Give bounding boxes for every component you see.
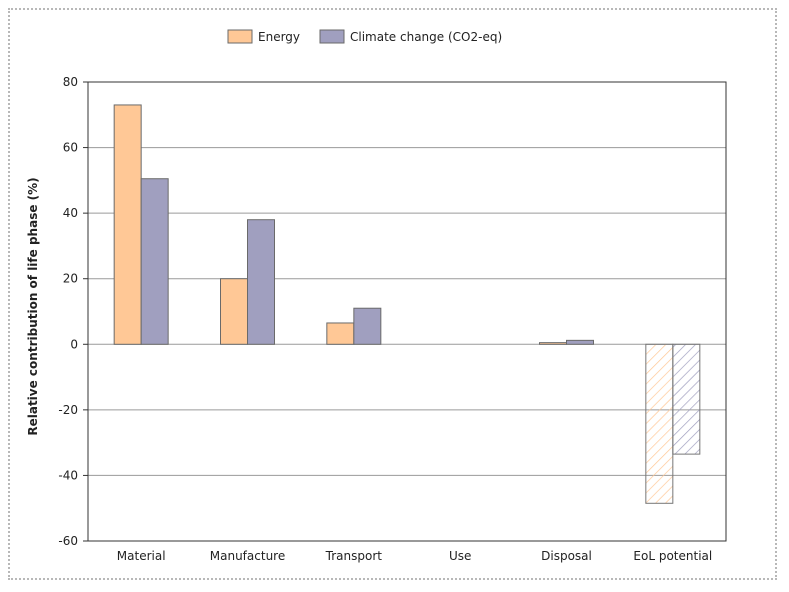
bar-climate-change-co2-eq--manufacture: [247, 219, 275, 345]
y-tick-label: -60: [58, 534, 78, 548]
bar-climate-change-co2-eq--disposal: [566, 339, 594, 345]
y-tick-label: -20: [58, 403, 78, 417]
bar-climate-change-co2-eq--transport: [353, 307, 382, 345]
x-axis-ticks: Material Manufacture Transport Use Disposal E…: [117, 549, 712, 563]
y-tick-label: 0: [70, 337, 78, 351]
y-tick-label: 20: [63, 272, 78, 286]
x-tick-label: Use: [449, 549, 471, 563]
bar-climate-change-co2-eq--eol-potential: [672, 343, 701, 455]
y-tick-label: 40: [63, 206, 78, 220]
x-tick-label: Material: [117, 549, 166, 563]
x-tick-label: Manufacture: [210, 549, 285, 563]
legend-swatch: [319, 29, 345, 44]
y-tick-label: -40: [58, 468, 78, 482]
bar-climate-change-co2-eq--material: [140, 178, 169, 345]
x-tick-label: Disposal: [541, 549, 592, 563]
bar-energy-eol-potential: [645, 343, 674, 504]
y-tick-label: 60: [63, 141, 78, 155]
bar-energy-manufacture: [220, 278, 248, 345]
legend-swatch: [227, 29, 253, 44]
chart-frame: [8, 8, 777, 580]
x-tick-label: Transport: [325, 549, 383, 563]
bars: [113, 104, 701, 504]
x-tick-label: EoL potential: [633, 549, 712, 563]
bar-energy-disposal: [539, 342, 567, 345]
y-axis-ticks: 80 60 40 20 0 -20 -40 -60: [58, 75, 88, 548]
legend-label: Climate change (CO2-eq): [350, 30, 502, 44]
bar-energy-material: [113, 104, 142, 345]
legend: Energy Climate change (CO2-eq): [227, 29, 502, 44]
plot-area-border: [87, 81, 727, 542]
gridlines: [88, 81, 726, 542]
bar-energy-transport: [326, 322, 355, 345]
y-axis-label: Relative contribution of life phase (%): [26, 177, 40, 435]
y-tick-label: 80: [63, 75, 78, 89]
legend-label: Energy: [258, 30, 300, 44]
